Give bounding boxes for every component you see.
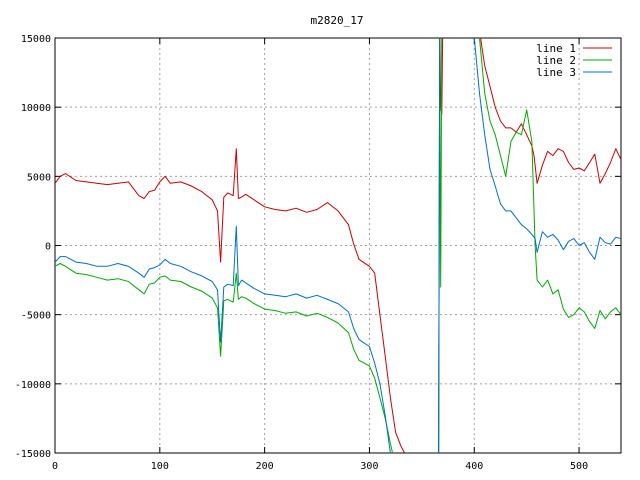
x-tick-label: 200 (256, 461, 274, 472)
series-layer (55, 38, 621, 453)
y-tick-label: 10000 (21, 103, 51, 114)
x-tick-label: 100 (151, 461, 169, 472)
y-tick-label: -10000 (15, 380, 51, 391)
y-tick-label: -5000 (21, 311, 51, 322)
x-tick-label: 0 (52, 461, 58, 472)
y-tick-label: 15000 (21, 34, 51, 45)
series-line-5 (438, 38, 621, 453)
legend-label: line 3 (536, 66, 576, 79)
series-line-6 (438, 38, 621, 453)
y-tick-label: -15000 (15, 449, 51, 460)
grid-lines (55, 38, 621, 453)
plot-frame (54, 37, 622, 454)
series-line-2 (55, 263, 394, 453)
x-tick-label: 500 (570, 461, 588, 472)
axes: 0 100 200 300 400 500 -15000 -10000 -5000 0 5000 10… (15, 34, 622, 472)
series-line-4 (438, 38, 621, 453)
chart-title: m2820_17 (311, 14, 364, 27)
x-tick-label: 400 (465, 461, 483, 472)
series-line-3 (55, 225, 391, 453)
legend-label: line 1 (536, 42, 576, 55)
x-tick-label: 300 (360, 461, 378, 472)
y-tick-label: 5000 (27, 172, 51, 183)
y-tick-label: 0 (45, 242, 51, 253)
legend-label: line 2 (536, 54, 576, 67)
series-line-1 (55, 148, 406, 453)
